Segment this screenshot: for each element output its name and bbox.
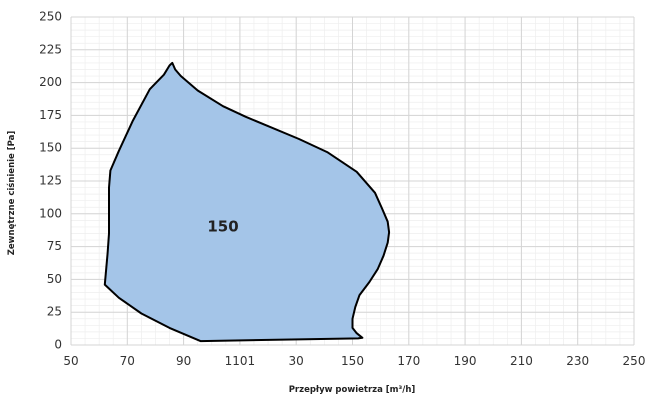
- y-tick-label: 25: [47, 305, 62, 319]
- x-tick-label: 70: [120, 354, 135, 368]
- y-tick-label: 50: [47, 272, 62, 286]
- x-tick-label: 90: [176, 354, 191, 368]
- operating-area-polygon: [103, 61, 391, 343]
- y-tick-label: 175: [39, 108, 62, 122]
- y-tick-label: 75: [47, 239, 62, 253]
- y-tick-label: 200: [39, 75, 62, 89]
- x-tick-label: 50: [63, 354, 78, 368]
- x-tick-label: 1101: [225, 354, 256, 368]
- y-tick-label: 250: [39, 10, 62, 24]
- y-tick-label: 100: [39, 206, 62, 220]
- x-tick-label: 190: [454, 354, 477, 368]
- x-tick-label: 230: [566, 354, 589, 368]
- x-tick-label: 170: [397, 354, 420, 368]
- x-tick-label: 30: [289, 354, 304, 368]
- operating-area: [103, 61, 391, 343]
- area-label: 150: [207, 217, 238, 235]
- x-axis-ticks: 50 70 90 1101 30 150 170 190 210 230 250: [63, 354, 645, 368]
- x-tick-label: 150: [341, 354, 364, 368]
- x-axis-title: Przepływ powietrza [m³/h]: [289, 385, 416, 395]
- y-tick-label: 0: [54, 338, 62, 352]
- y-axis-title: Zewnętrzne ciśnienie [Pa]: [6, 131, 17, 256]
- y-tick-label: 150: [39, 141, 62, 155]
- x-tick-label: 250: [623, 354, 646, 368]
- y-tick-label: 225: [39, 42, 62, 56]
- y-axis-ticks: 0 25 50 75 100 125 150 175 200 225 250: [39, 10, 62, 352]
- y-tick-label: 125: [39, 174, 62, 188]
- x-tick-label: 210: [510, 354, 533, 368]
